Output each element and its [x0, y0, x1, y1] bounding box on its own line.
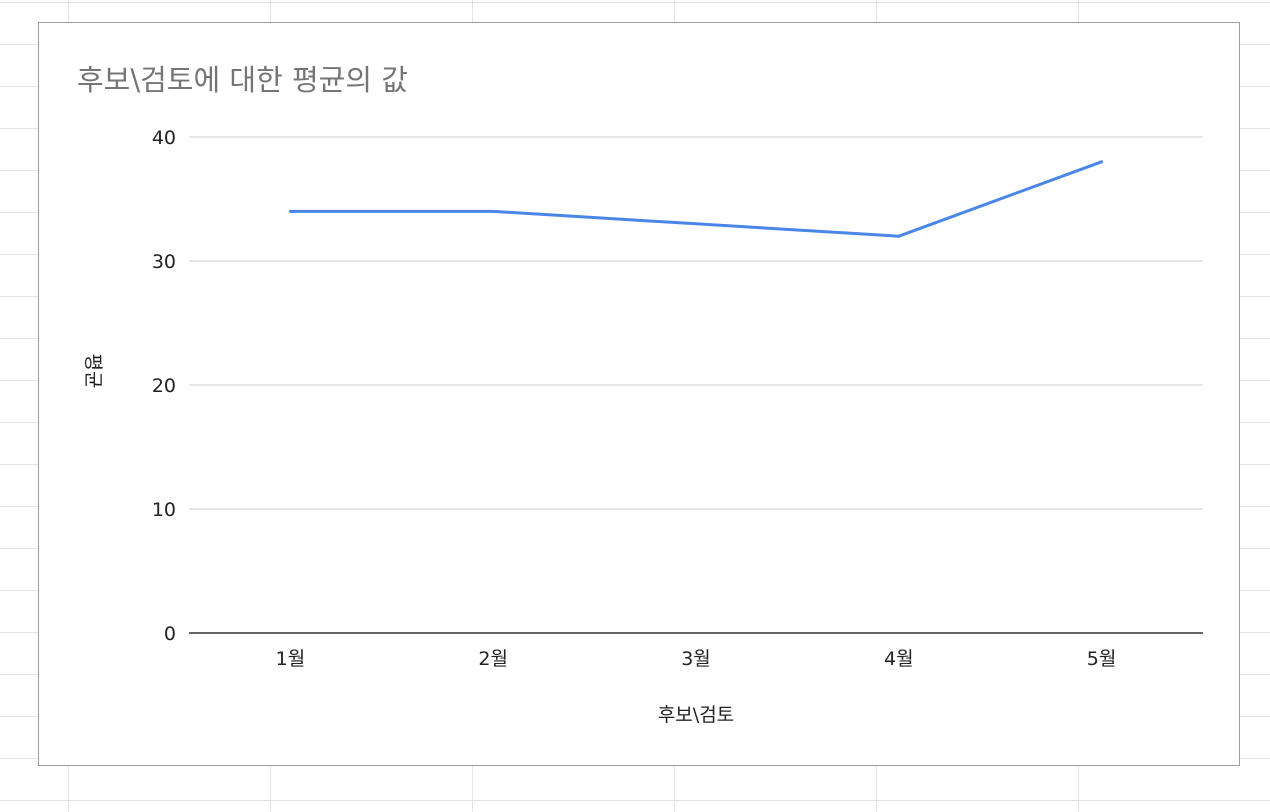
data-point [694, 222, 698, 226]
y-axis-ticks: 0 10 20 30 40 [152, 127, 176, 645]
y-tick-label: 20 [152, 375, 176, 397]
y-tick-label: 10 [152, 499, 176, 521]
data-point [897, 234, 901, 238]
x-tick-label: 3월 [681, 648, 711, 670]
x-axis-ticks: 1월 2월 3월 4월 5월 [276, 648, 1117, 670]
line-chart: 0 10 20 30 40 1월 2월 3월 4월 5월 후보\검토 평균 [82, 127, 1203, 726]
x-axis-label: 후보\검토 [658, 704, 734, 726]
y-tick-label: 30 [152, 251, 176, 273]
data-point [1100, 160, 1104, 164]
series-group [288, 160, 1104, 238]
x-tick-label: 2월 [478, 648, 508, 670]
x-tick-label: 4월 [884, 648, 914, 670]
y-tick-label: 0 [164, 623, 176, 645]
x-tick-label: 5월 [1087, 648, 1117, 670]
chart-card[interactable]: 후보\검토에 대한 평균의 값 0 10 20 30 40 1월 2월 3월 4월 5월 후보\… [38, 22, 1240, 766]
x-tick-label: 1월 [276, 648, 306, 670]
data-point [288, 209, 292, 213]
y-tick-label: 40 [152, 127, 176, 149]
gridlines [189, 136, 1203, 510]
chart-title: 후보\검토에 대한 평균의 값 [77, 63, 408, 97]
data-point [491, 209, 495, 213]
y-axis-label: 평균 [82, 354, 104, 389]
